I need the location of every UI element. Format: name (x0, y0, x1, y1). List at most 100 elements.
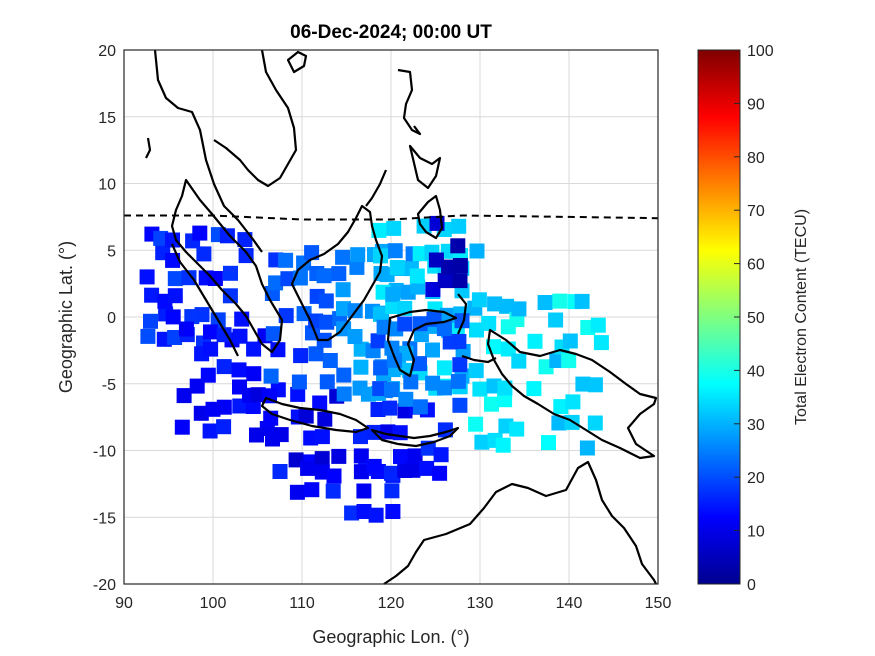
tec-cell (382, 400, 398, 416)
x-tick-label: 110 (289, 595, 315, 612)
tec-cell (144, 287, 160, 303)
tec-cell (526, 381, 542, 397)
colorbar-tick-label: 30 (747, 417, 765, 434)
tec-cell (349, 259, 365, 275)
tec-cell (419, 460, 435, 476)
tec-cell (223, 265, 238, 281)
tec-cell (331, 448, 347, 464)
tec-cell (484, 396, 499, 412)
tec-cell (353, 341, 369, 357)
tec-cell (231, 362, 247, 378)
tec-cell (322, 353, 338, 368)
tec-cell (397, 316, 413, 332)
tec-cell (353, 464, 369, 480)
tec-cell (387, 243, 403, 259)
tec-cell (219, 228, 235, 244)
tec-cell (193, 405, 209, 421)
coastline-hainan (286, 50, 308, 74)
tec-cell (373, 248, 388, 264)
colorbar-tick-label: 50 (747, 310, 765, 327)
tec-cell (541, 435, 556, 451)
chart-title: 06-Dec-2024; 00:00 UT (290, 22, 492, 43)
tec-cell (192, 225, 208, 241)
tec-cell (165, 232, 180, 248)
tec-cell (272, 464, 288, 479)
tec-cell (263, 368, 279, 384)
tec-cell (469, 243, 485, 259)
tec-cell (587, 415, 603, 431)
tec-cell (325, 483, 341, 499)
tec-cell (250, 387, 266, 403)
coastline-sumatra (170, 178, 284, 354)
colorbar-tick-label: 60 (747, 257, 765, 274)
tec-cell (317, 411, 333, 427)
tec-cell (412, 399, 428, 415)
tec-cell (412, 356, 427, 372)
tec-cell (432, 465, 448, 481)
tec-cell (433, 447, 449, 463)
tec-cell (403, 374, 419, 390)
colorbar-tick-label: 80 (747, 150, 765, 167)
y-tick-label: -5 (102, 377, 116, 394)
tec-cell (452, 273, 468, 289)
tec-cell (384, 382, 399, 398)
colorbar-gradient (697, 49, 741, 585)
tec-cell (468, 363, 484, 379)
tec-cell (246, 341, 262, 357)
coastline-new-guinea (486, 328, 658, 460)
x-tick-label: 130 (467, 595, 494, 612)
tec-cell (336, 301, 351, 317)
tec-cell (140, 328, 156, 344)
tec-cell (303, 430, 319, 446)
tec-cell (344, 505, 360, 521)
coastline-borneo (290, 204, 384, 342)
tec-cell (290, 386, 306, 402)
tec-cell (481, 315, 497, 331)
tec-cell (216, 419, 232, 435)
tec-cell (487, 296, 503, 312)
tec-cell (575, 376, 591, 392)
tec-cell (165, 309, 181, 325)
coastline-sulawesi (386, 308, 458, 378)
tec-cell (385, 299, 401, 314)
colorbar-tick-label: 70 (747, 203, 765, 220)
tec-cell (167, 271, 183, 287)
tec-cell (549, 353, 565, 368)
tec-cell (298, 408, 314, 424)
tec-cell (143, 313, 158, 329)
tec-cell (497, 380, 513, 396)
tec-cell (181, 270, 197, 286)
tec-cell (174, 419, 190, 435)
tec-cell (474, 434, 490, 450)
tec-cell (139, 269, 155, 285)
tec-cell (454, 313, 470, 329)
tec-cell (356, 483, 372, 499)
tec-cell (203, 324, 218, 340)
tec-cell (437, 273, 453, 289)
tec-cell (590, 317, 606, 333)
coastlines (124, 49, 659, 585)
tec-cell (336, 386, 352, 402)
tec-cell (527, 333, 543, 349)
tec-cell (353, 359, 369, 375)
tec-cell (200, 367, 216, 383)
y-axis-ticks: 20 15 10 5 0 -5 -10 -15 -20 (93, 43, 116, 594)
tec-cell (497, 392, 513, 408)
colorbar-tick-label: 0 (747, 577, 756, 594)
tec-cells (139, 215, 609, 523)
tec-cell (300, 460, 316, 476)
coastline-lesser-sunda (370, 426, 460, 448)
tec-cell (246, 366, 262, 382)
tec-cell (265, 431, 280, 447)
coastline-nicobar (145, 137, 152, 159)
tec-cell (441, 259, 457, 275)
tec-cell (565, 394, 581, 410)
tec-cell (336, 367, 352, 383)
x-axis-ticks: 90 100 110 120 130 140 150 (115, 595, 671, 612)
tec-cell (176, 388, 192, 404)
tec-cell (319, 374, 335, 390)
tec-cell (537, 295, 553, 310)
tec-cell (407, 448, 423, 464)
tec-cell (499, 298, 515, 314)
tec-cell (579, 440, 595, 456)
